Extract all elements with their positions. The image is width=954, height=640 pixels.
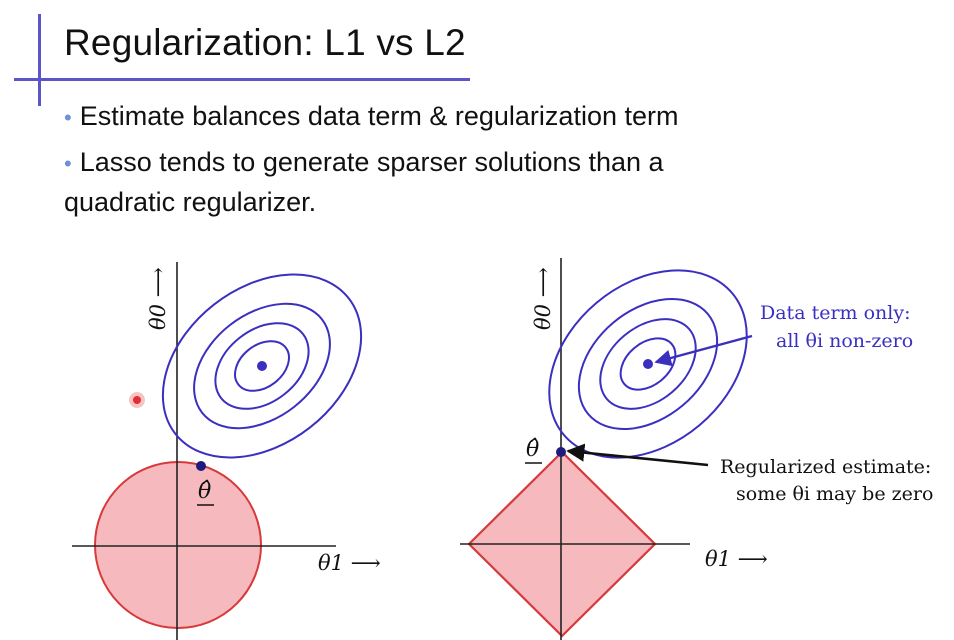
left-contour-outer [161, 273, 363, 459]
right-contour-inner [619, 337, 677, 391]
laser-pointer-cursor-icon [129, 392, 145, 408]
right-x-axis-label: θ1 ⟶ [705, 547, 768, 571]
regularized-estimate-arrow [566, 443, 709, 467]
title-accent-vertical-bar [38, 14, 41, 106]
regularized-annotation-line1: Regularized estimate: [720, 456, 931, 478]
slide-title: Regularization: L1 vs L2 [64, 22, 466, 63]
left-estimate-dot [196, 461, 206, 471]
right-plot-l1: θ̂ θ0 ⟶ θ1 ⟶ Data term only: all θi non-… [460, 258, 933, 640]
left-contours [161, 273, 363, 459]
left-plot-l2: θ̂ θ0 ⟶ θ1 ⟶ [72, 262, 381, 640]
left-contour-inner [234, 340, 290, 392]
left-data-optimum-dot [257, 361, 267, 371]
left-estimate-label: θ̂ [198, 479, 211, 504]
bullet-list: • Estimate balances data term & regulariz… [64, 97, 924, 227]
regularized-annotation-line2: some θi may be zero [736, 483, 933, 505]
bullet-text-2: Lasso tends to generate sparser solution… [79, 147, 664, 177]
right-contour-outer [548, 269, 748, 459]
right-y-axis-label: θ0 ⟶ [531, 267, 555, 330]
title-accent-horizontal-bar [14, 78, 470, 81]
right-contour-3 [577, 298, 719, 430]
right-contour-2 [599, 318, 697, 410]
left-y-axis-label: θ0 ⟶ [146, 267, 170, 330]
right-contours [548, 269, 748, 459]
l2-circle-region [94, 461, 262, 629]
right-data-optimum-dot [643, 359, 653, 369]
data-term-annotation-line2: all θi non-zero [776, 330, 913, 352]
left-contour-2 [214, 322, 310, 410]
data-term-annotation-line1: Data term only: [760, 302, 910, 324]
right-estimate-label: θ̂ [526, 437, 539, 462]
bullet-item-2: • Lasso tends to generate sparser solutio… [64, 143, 924, 221]
left-contour-3 [193, 302, 331, 430]
bullet-item-1: • Estimate balances data term & regulariz… [64, 97, 924, 137]
bullet-dot-icon: • [64, 105, 72, 130]
data-term-arrow [654, 334, 753, 367]
right-estimate-dot [556, 447, 566, 457]
left-x-axis-label: θ1 ⟶ [318, 551, 381, 575]
bullet-dot-icon: • [64, 151, 72, 176]
bullet-text-2-continued: quadratic regularizer. [64, 187, 317, 217]
bullet-text-1: Estimate balances data term & regulariza… [79, 101, 679, 131]
